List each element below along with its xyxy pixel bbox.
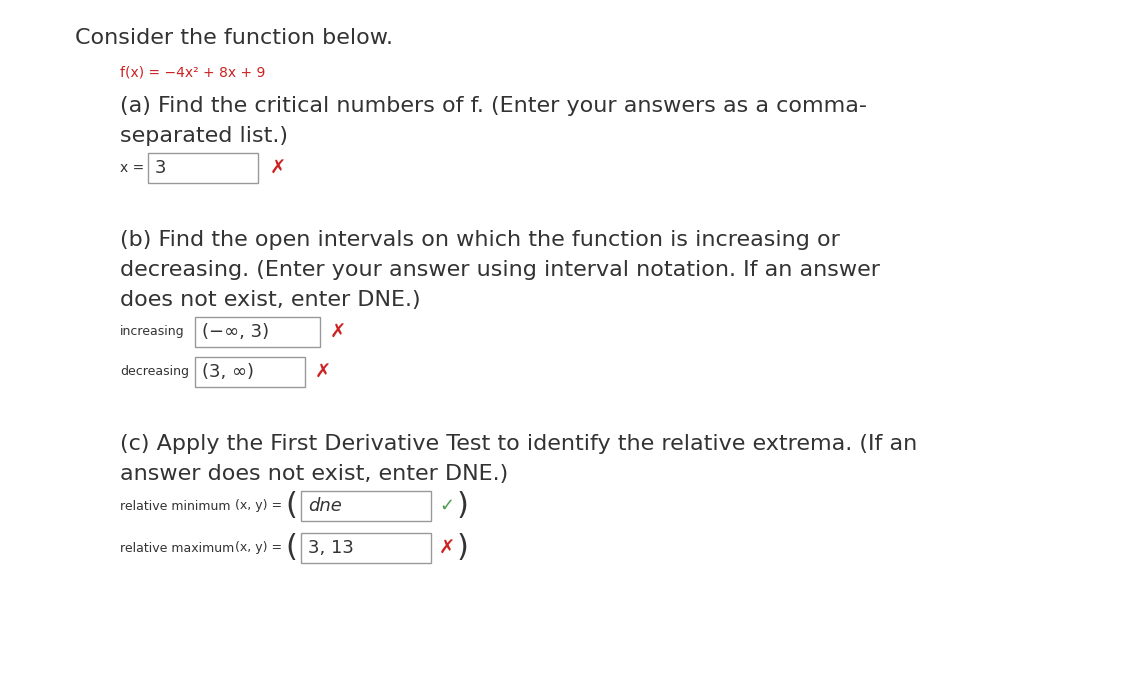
Text: (c) Apply the First Derivative Test to identify the relative extrema. (If an: (c) Apply the First Derivative Test to i…: [120, 434, 917, 454]
Text: 3: 3: [155, 159, 166, 177]
FancyBboxPatch shape: [195, 357, 305, 387]
Text: f(x) = −4x² + 8x + 9: f(x) = −4x² + 8x + 9: [120, 66, 266, 80]
Text: ✗: ✗: [330, 322, 346, 341]
Text: dne: dne: [308, 497, 342, 515]
Text: (b) Find the open intervals on which the function is increasing or: (b) Find the open intervals on which the…: [120, 230, 840, 250]
Text: ✗: ✗: [439, 539, 456, 558]
Text: Consider the function below.: Consider the function below.: [75, 28, 393, 48]
FancyBboxPatch shape: [148, 153, 258, 183]
Text: relative maximum: relative maximum: [120, 541, 234, 554]
Text: x =: x =: [120, 161, 148, 175]
Text: ): ): [457, 533, 469, 562]
Text: separated list.): separated list.): [120, 126, 288, 146]
Text: ): ): [457, 491, 469, 521]
Text: (: (: [285, 533, 297, 562]
FancyBboxPatch shape: [195, 317, 319, 347]
Text: answer does not exist, enter DNE.): answer does not exist, enter DNE.): [120, 464, 509, 484]
Text: (−∞, 3): (−∞, 3): [202, 323, 269, 341]
Text: does not exist, enter DNE.): does not exist, enter DNE.): [120, 290, 421, 310]
Text: (: (: [285, 491, 297, 521]
Text: ✓: ✓: [439, 497, 454, 515]
Text: (3, ∞): (3, ∞): [202, 363, 254, 381]
Text: ✗: ✗: [315, 362, 332, 381]
Text: decreasing: decreasing: [120, 366, 189, 379]
Text: 3, 13: 3, 13: [308, 539, 354, 557]
Text: relative minimum: relative minimum: [120, 500, 231, 512]
Text: (a) Find the critical numbers of f. (Enter your answers as a comma-: (a) Find the critical numbers of f. (Ent…: [120, 96, 867, 116]
Text: (x, y) =: (x, y) =: [235, 500, 286, 512]
Text: decreasing. (Enter your answer using interval notation. If an answer: decreasing. (Enter your answer using int…: [120, 260, 880, 280]
FancyBboxPatch shape: [302, 491, 431, 521]
Text: (x, y) =: (x, y) =: [235, 541, 286, 554]
Text: ✗: ✗: [270, 158, 287, 178]
FancyBboxPatch shape: [302, 533, 431, 563]
Text: increasing: increasing: [120, 326, 184, 339]
